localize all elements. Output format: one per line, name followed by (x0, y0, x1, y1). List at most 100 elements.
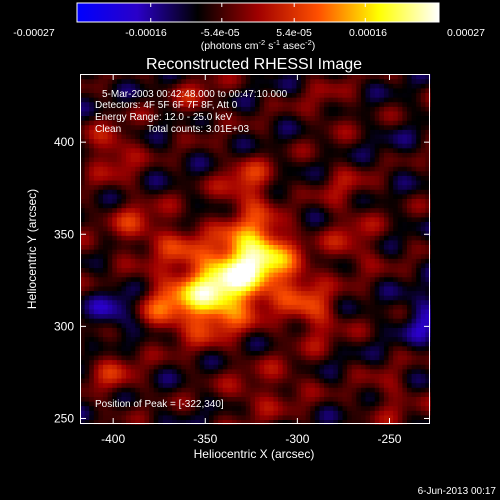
heatmap-cell (273, 410, 279, 416)
heatmap-cell (236, 350, 242, 356)
heatmap-cell (98, 377, 104, 384)
heatmap-cell (162, 143, 169, 149)
heatmap-cell (264, 152, 270, 158)
heatmap-cell (139, 331, 146, 338)
heatmap-cell (324, 166, 330, 172)
heatmap-cell (342, 221, 348, 227)
heatmap-cell (351, 129, 357, 135)
heatmap-cell (181, 212, 187, 218)
heatmap-cell (291, 189, 298, 195)
heatmap-cell (287, 216, 293, 222)
heatmap-cell (273, 166, 279, 172)
heatmap-cell (342, 253, 348, 259)
heatmap-cell (84, 124, 90, 130)
heatmap-cell (393, 387, 399, 393)
heatmap-cell (116, 414, 123, 420)
heatmap-cell (130, 133, 136, 140)
heatmap-cell (158, 373, 164, 379)
heatmap-cell (296, 198, 302, 204)
heatmap-cell (208, 327, 215, 333)
heatmap-cell (402, 124, 408, 130)
heatmap-cell (397, 354, 403, 361)
heatmap-cell (208, 253, 215, 259)
heatmap-cell (107, 239, 113, 245)
heatmap-cell (139, 124, 146, 130)
heatmap-cell (291, 410, 298, 416)
heatmap-cell (255, 336, 261, 342)
heatmap-cell (144, 276, 150, 282)
heatmap-cell (126, 290, 132, 296)
heatmap-cell (393, 382, 399, 388)
heatmap-cell (393, 129, 399, 135)
heatmap-cell (149, 253, 155, 259)
heatmap-cell (411, 322, 417, 328)
heatmap-cell (130, 359, 136, 365)
heatmap-cell (305, 331, 311, 338)
heatmap-cell (425, 391, 431, 397)
heatmap-cell (241, 272, 247, 278)
heatmap-cell (356, 405, 362, 411)
heatmap-cell (162, 299, 169, 305)
heatmap-cell (296, 276, 302, 282)
heatmap-cell (416, 299, 422, 305)
heatmap-cell (328, 207, 334, 213)
heatmap-cell (365, 364, 371, 370)
heatmap-cell (80, 313, 86, 319)
heatmap-cell (337, 281, 344, 287)
heatmap-cell (360, 373, 367, 379)
heatmap-cell (278, 202, 284, 209)
heatmap-cell (324, 318, 330, 324)
heatmap-cell (176, 138, 182, 144)
heatmap-cell (222, 244, 228, 250)
heatmap-cell (93, 235, 100, 241)
heatmap-cell (130, 396, 136, 402)
heatmap-cell (250, 262, 256, 269)
heatmap-cell (328, 221, 334, 227)
heatmap-cell (130, 350, 136, 356)
heatmap-cell (153, 331, 159, 338)
heatmap-cell (172, 327, 178, 333)
heatmap-cell (411, 419, 417, 425)
heatmap-cell (342, 258, 348, 264)
heatmap-cell (333, 350, 339, 356)
heatmap-cell (181, 304, 187, 310)
heatmap-cell (80, 249, 86, 255)
heatmap-cell (98, 262, 104, 269)
heatmap-cell (360, 193, 367, 199)
heatmap-cell (393, 124, 399, 130)
heatmap-cell (282, 336, 288, 342)
heatmap-cell (167, 400, 173, 407)
heatmap-cell (328, 143, 334, 149)
heatmap-cell (149, 138, 155, 144)
heatmap-cell (388, 359, 394, 365)
heatmap-cell (199, 156, 205, 163)
heatmap-cell (379, 230, 385, 236)
heatmap-cell (393, 285, 399, 292)
heatmap-cell (116, 198, 123, 204)
heatmap-cell (236, 405, 242, 411)
heatmap-cell (218, 318, 224, 324)
heatmap-cell (319, 258, 325, 264)
heatmap-cell (291, 272, 298, 278)
heatmap-cell (149, 147, 155, 153)
heatmap-cell (383, 368, 390, 374)
heatmap-cell (167, 290, 173, 296)
heatmap-cell (278, 152, 284, 158)
heatmap-cell (402, 331, 408, 338)
heatmap-cell (356, 221, 362, 227)
heatmap-cell (185, 290, 192, 296)
heatmap-cell (278, 382, 284, 388)
heatmap-cell (149, 221, 155, 227)
heatmap-cell (406, 239, 413, 245)
heatmap-cell (112, 138, 118, 144)
heatmap-cell (411, 304, 417, 310)
heatmap-cell (328, 387, 334, 393)
heatmap-cell (116, 253, 123, 259)
heatmap-cell (181, 207, 187, 213)
heatmap-cell (268, 138, 275, 144)
heatmap-cell (107, 359, 113, 365)
heatmap-cell (162, 373, 169, 379)
heatmap-cell (347, 276, 353, 282)
heatmap-cell (80, 184, 86, 190)
heatmap-cell (93, 193, 100, 199)
